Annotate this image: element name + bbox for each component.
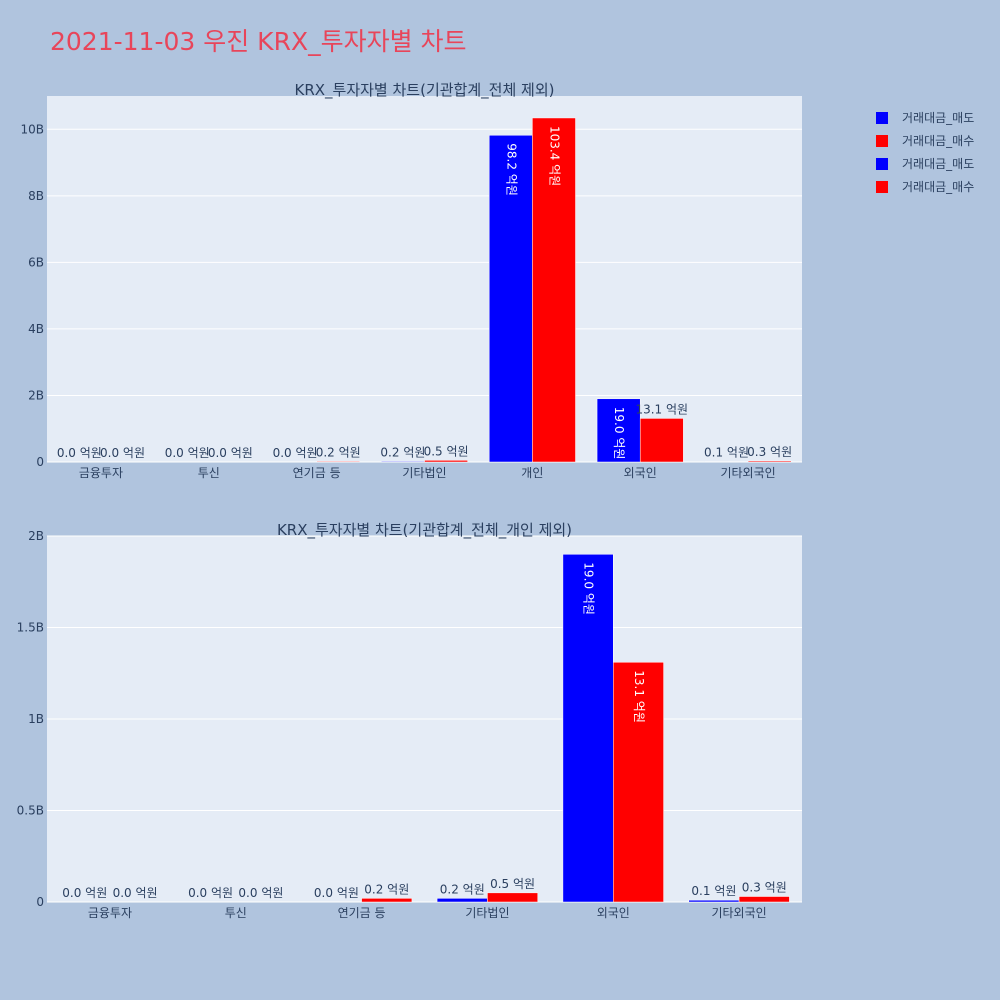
- bar: [532, 117, 576, 463]
- bar-value-label: 103.4 억원: [547, 126, 561, 186]
- bar: [436, 898, 488, 903]
- bar: [562, 554, 614, 903]
- x-tick-label: 기타법인: [402, 466, 446, 480]
- bar-value-label: 13.1 억원: [635, 402, 688, 416]
- x-tick-label: 금융투자: [79, 466, 123, 480]
- x-tick-label: 외국인: [624, 466, 657, 480]
- x-tick-label: 기타외국인: [711, 906, 766, 920]
- chart-title: KRX_투자자별 차트(기관합계_전체_개인 제외): [277, 521, 572, 540]
- y-tick-label: 0: [36, 455, 44, 469]
- bar-value-label: 0.0 억원: [188, 886, 233, 900]
- bar-value-label: 0.2 억원: [364, 882, 409, 896]
- bar-value-label: 0.2 억원: [440, 882, 485, 896]
- bar-value-label: 0.2 억원: [380, 445, 425, 459]
- x-tick-label: 금융투자: [88, 906, 132, 920]
- legend-label: 거래대금_매도: [902, 111, 975, 125]
- y-tick-label: 2B: [28, 529, 44, 543]
- bar-value-label: 0.2 억원: [316, 445, 361, 459]
- bar: [688, 899, 740, 903]
- y-tick-label: 0.5B: [17, 804, 44, 818]
- y-tick-label: 2B: [28, 388, 44, 402]
- legend[interactable]: 거래대금_매도 거래대금_매수 거래대금_매도 거래대금_매수: [876, 106, 974, 198]
- bar: [639, 418, 684, 463]
- x-tick-label: 투신: [225, 906, 247, 920]
- bar-value-label: 0.0 억원: [62, 886, 107, 900]
- legend-item[interactable]: 거래대금_매수: [876, 175, 974, 198]
- y-tick-label: 6B: [28, 255, 44, 269]
- y-tick-label: 10B: [20, 122, 44, 136]
- y-tick-label: 1B: [28, 712, 44, 726]
- bar-value-label: 0.0 억원: [208, 446, 253, 460]
- bar-value-label: 0.5 억원: [490, 877, 535, 891]
- legend-item[interactable]: 거래대금_매도: [876, 152, 974, 175]
- bar-value-label: 0.1 억원: [691, 884, 736, 898]
- legend-label: 거래대금_매수: [902, 180, 975, 194]
- bar-value-label: 0.3 억원: [747, 445, 792, 459]
- legend-label: 거래대금_매수: [902, 134, 975, 148]
- bar-value-label: 0.0 억원: [100, 446, 145, 460]
- legend-swatch: [876, 180, 888, 193]
- x-tick-label: 외국인: [597, 906, 630, 920]
- bar-value-label: 0.0 억원: [57, 446, 102, 460]
- bar-value-label: 19.0 억원: [582, 562, 596, 615]
- bar-value-label: 0.0 억원: [113, 886, 158, 900]
- legend-item[interactable]: 거래대금_매수: [876, 129, 974, 152]
- y-tick-label: 1.5B: [17, 621, 44, 635]
- bar: [316, 461, 361, 463]
- bar: [424, 460, 468, 463]
- bar: [381, 461, 425, 463]
- page-title: 2021-11-03 우진 KRX_투자자별 차트: [50, 27, 467, 56]
- legend-swatch: [876, 134, 888, 147]
- chart-title: KRX_투자자별 차트(기관합계_전체 제외): [295, 81, 555, 100]
- bar-value-label: 0.1 억원: [704, 446, 749, 460]
- legend-swatch: [876, 157, 888, 170]
- y-tick-label: 0: [36, 895, 44, 909]
- x-tick-label: 연기금 등: [338, 906, 386, 920]
- legend-item[interactable]: 거래대금_매도: [876, 106, 974, 129]
- bar-value-label: 0.5 억원: [424, 444, 469, 458]
- bar: [613, 662, 664, 903]
- bar-value-label: 13.1 억원: [632, 670, 646, 723]
- bar-value-label: 0.0 억원: [273, 446, 318, 460]
- y-tick-label: 4B: [28, 322, 44, 336]
- x-tick-label: 기타외국인: [720, 466, 775, 480]
- legend-label: 거래대금_매도: [902, 157, 975, 171]
- bar-value-label: 98.2 억원: [504, 143, 518, 196]
- bar: [487, 892, 538, 903]
- bar-value-label: 0.0 억원: [165, 446, 210, 460]
- bar: [738, 896, 790, 903]
- y-tick-label: 8B: [28, 189, 44, 203]
- bar: [596, 398, 641, 463]
- bar-value-label: 19.0 억원: [612, 407, 626, 460]
- x-tick-label: 기타법인: [465, 906, 509, 920]
- x-tick-label: 투신: [198, 466, 220, 480]
- legend-swatch: [876, 111, 888, 124]
- x-tick-label: 개인: [521, 466, 543, 480]
- bar: [361, 898, 413, 903]
- bar-value-label: 0.0 억원: [238, 886, 283, 900]
- x-tick-label: 연기금 등: [293, 466, 341, 480]
- bar-value-label: 0.0 억원: [314, 886, 359, 900]
- plot-area: [47, 96, 802, 462]
- bar: [747, 460, 792, 463]
- bar-value-label: 0.3 억원: [742, 881, 787, 895]
